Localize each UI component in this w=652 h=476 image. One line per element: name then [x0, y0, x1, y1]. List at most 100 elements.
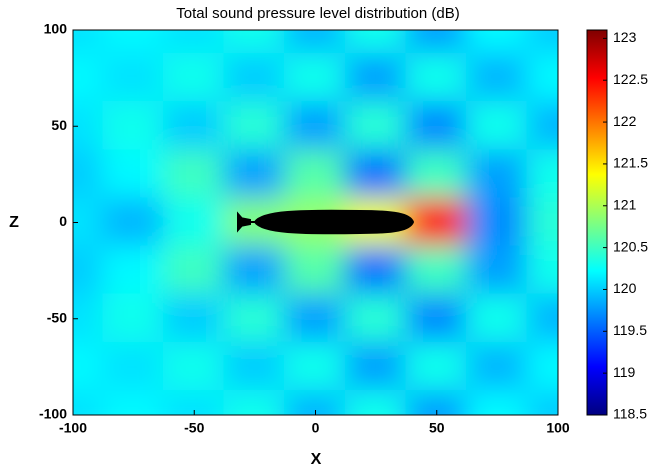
cell [162, 101, 226, 152]
cell [344, 341, 408, 392]
y-tick-label: 50 [51, 117, 67, 133]
cell [405, 30, 469, 56]
colorbar [586, 29, 608, 416]
cell [73, 30, 105, 56]
cell [223, 30, 287, 56]
cell [405, 293, 469, 344]
cell [102, 30, 165, 56]
cell [102, 197, 165, 248]
cell [284, 341, 347, 392]
y-tick-label: -100 [39, 406, 67, 422]
cell [284, 245, 347, 296]
cell [466, 197, 529, 248]
x-axis-label: X [311, 451, 322, 468]
x-tick-label: 100 [546, 420, 570, 436]
cell [73, 341, 105, 392]
cell [466, 389, 529, 415]
cell [344, 293, 408, 344]
cell [466, 30, 529, 56]
cell [466, 293, 529, 344]
colorbar-tick-label: 118.5 [613, 406, 647, 422]
cell [162, 341, 226, 392]
cell [102, 293, 165, 344]
cell [73, 149, 105, 200]
x-tick-label: -100 [59, 420, 87, 436]
colorbar-tick-label: 120 [613, 280, 637, 296]
cell [526, 245, 558, 296]
cell [344, 389, 408, 415]
cell [466, 245, 529, 296]
cell [344, 245, 408, 296]
colorbar-tick-label: 121.5 [613, 155, 648, 171]
cell [162, 197, 226, 248]
cell [102, 245, 165, 296]
cell [405, 53, 469, 104]
cell [73, 101, 105, 152]
colorbar-tick-label: 122 [613, 113, 637, 129]
cell [526, 293, 558, 344]
y-tick-label: 100 [44, 21, 68, 37]
cell [466, 53, 529, 104]
cell [526, 149, 558, 200]
cell [405, 341, 469, 392]
cell [466, 101, 529, 152]
cell [405, 101, 469, 152]
y-axis-label: Z [9, 214, 19, 231]
colorbar-tick-label: 123 [613, 29, 637, 45]
cell [405, 197, 469, 248]
cell [162, 293, 226, 344]
cell [344, 53, 408, 104]
cell [405, 149, 469, 200]
cell [102, 149, 165, 200]
x-tick-label: -50 [184, 420, 204, 436]
cell [344, 101, 408, 152]
cell [102, 341, 165, 392]
cell [344, 149, 408, 200]
chart-title: Total sound pressure level distribution … [176, 5, 459, 22]
cell [162, 245, 226, 296]
x-tick-label: 0 [312, 420, 320, 436]
cell [526, 101, 558, 152]
y-tick-label: 0 [59, 213, 67, 229]
colorbar-tick-label: 119 [613, 364, 636, 380]
cell [223, 293, 287, 344]
cell [102, 101, 165, 152]
cell [223, 389, 287, 415]
cell [526, 341, 558, 392]
cell [284, 149, 347, 200]
submarine [237, 209, 415, 235]
cell [223, 101, 287, 152]
cell [284, 53, 347, 104]
cell [102, 53, 165, 104]
cell [526, 30, 558, 56]
colorbar-tick-label: 119.5 [613, 322, 647, 338]
cell [73, 197, 105, 248]
cell [284, 293, 347, 344]
cell [284, 30, 347, 56]
cell [526, 53, 558, 104]
cell [162, 149, 226, 200]
cell [223, 341, 287, 392]
cell [526, 197, 558, 248]
cell [223, 53, 287, 104]
colorbar-tick-label: 122.5 [613, 71, 648, 87]
cell [466, 149, 529, 200]
cell [405, 245, 469, 296]
cell [223, 245, 287, 296]
colorbar-tick-label: 120.5 [613, 238, 648, 254]
cell [526, 389, 558, 415]
cell [162, 53, 226, 104]
cell [223, 149, 287, 200]
cell [162, 30, 226, 56]
cell [73, 389, 105, 415]
cell [284, 101, 347, 152]
cell [102, 389, 165, 415]
y-tick-label: -50 [47, 309, 67, 325]
cell [344, 30, 408, 56]
x-tick-label: 50 [429, 420, 445, 436]
cell [466, 341, 529, 392]
cell [73, 53, 105, 104]
cell [73, 293, 105, 344]
colorbar-tick-label: 121 [613, 196, 637, 212]
